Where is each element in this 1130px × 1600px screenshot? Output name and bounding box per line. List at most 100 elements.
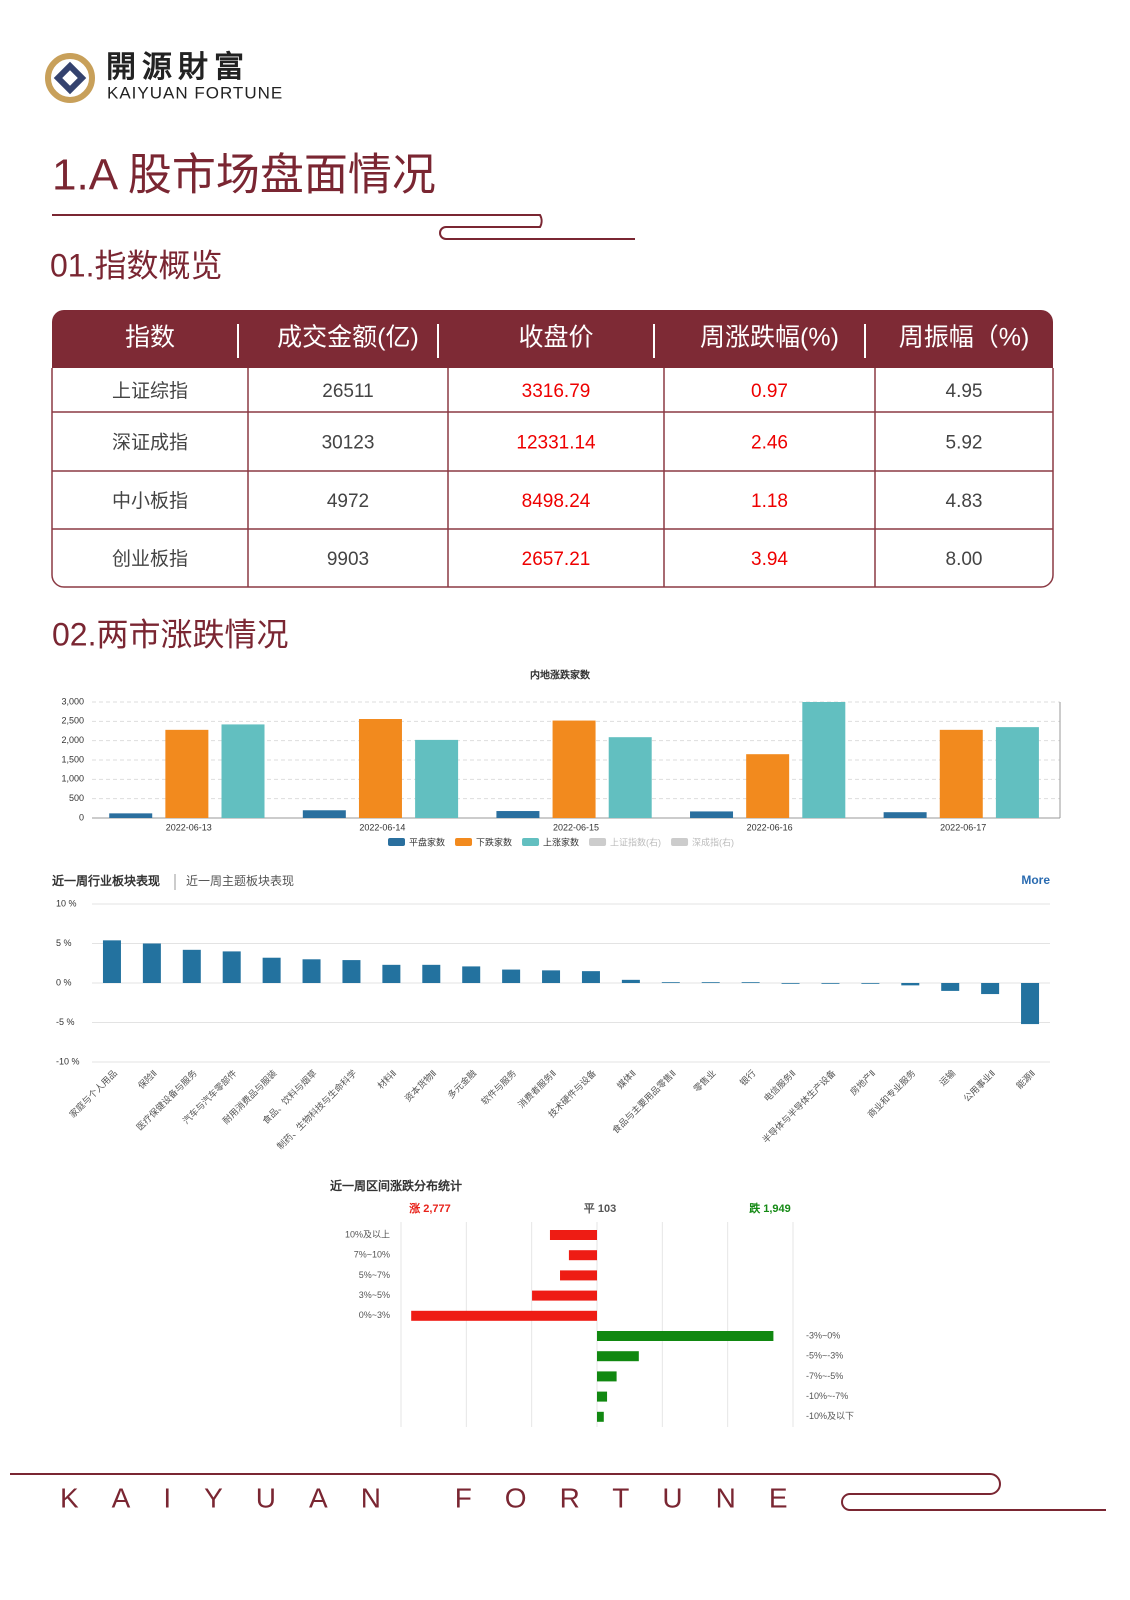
- table-border: [51, 368, 1054, 588]
- bar: [165, 729, 209, 818]
- chart-title: 近一周区间涨跌分布统计: [330, 1178, 462, 1193]
- x-tick-label: 房地产Ⅱ: [847, 1067, 877, 1097]
- bar: [597, 1411, 604, 1422]
- x-tick-label: 保险Ⅱ: [135, 1067, 159, 1091]
- bar: [102, 940, 121, 983]
- bar: [496, 811, 540, 818]
- table-cell: 深证成指: [112, 432, 188, 454]
- x-tick-label: 2022-06-17: [940, 822, 986, 832]
- x-tick-label: 家庭与个人用品: [67, 1067, 119, 1119]
- bar: [109, 813, 153, 818]
- bar: [597, 1331, 774, 1341]
- y-tick-label: 0 %: [56, 977, 72, 987]
- y-tick-label: -5 %: [56, 1017, 75, 1027]
- y-tick-label: 2,000: [61, 735, 84, 745]
- table-header-bg: [52, 310, 1053, 368]
- logo-ring: [45, 53, 95, 103]
- bar: [861, 983, 880, 984]
- table-cell: 0.97: [751, 381, 788, 402]
- bar: [608, 737, 652, 818]
- table-cell: 12331.14: [516, 433, 596, 454]
- category-label: -10%~-7%: [806, 1391, 848, 1401]
- summary: 平 103: [584, 1202, 616, 1215]
- bar: [883, 812, 927, 818]
- category-label: 3%~5%: [359, 1290, 390, 1300]
- legend-swatch: [671, 838, 689, 846]
- tab[interactable]: 近一周行业板块表现: [52, 873, 160, 888]
- bar: [568, 1250, 597, 1261]
- y-tick-label: 5 %: [56, 938, 72, 948]
- bar: [781, 983, 800, 984]
- table-cell: 8.00: [946, 549, 983, 570]
- y-tick-label: 1,000: [61, 774, 84, 784]
- y-tick-label: 1,500: [61, 754, 84, 764]
- table-cell: 3.94: [751, 549, 788, 570]
- bar: [690, 811, 734, 818]
- legend-label: 平盘家数: [409, 836, 445, 847]
- legend-label: 上证指数(右): [610, 836, 661, 847]
- x-tick-label: 消费者服务Ⅱ: [515, 1067, 558, 1110]
- y-tick-label: -10 %: [56, 1056, 80, 1066]
- bar: [302, 959, 321, 983]
- bar: [621, 979, 640, 983]
- x-tick-label: 制药、生物科技与生命科学: [274, 1067, 358, 1151]
- table-cell: 2.46: [751, 433, 788, 454]
- table-cell: 3316.79: [522, 381, 591, 402]
- y-tick-label: 0: [79, 812, 84, 822]
- bar: [981, 983, 1000, 995]
- logo-en: KAIYUAN FORTUNE: [107, 83, 283, 102]
- table-cell: 中小板指: [112, 490, 188, 512]
- bar: [802, 702, 846, 818]
- table-cell: 26511: [322, 381, 373, 402]
- subsection-title: 01.指数概览: [50, 247, 223, 283]
- bar: [142, 943, 161, 983]
- bar: [302, 810, 346, 818]
- table-header: 指数: [125, 324, 175, 352]
- bar: [821, 983, 840, 984]
- category-label: -7%~-5%: [806, 1371, 843, 1381]
- legend-swatch: [388, 838, 405, 846]
- table-cell: 创业板指: [112, 548, 188, 570]
- x-tick-label: 公用事业Ⅱ: [961, 1067, 997, 1103]
- table-header: 成交金额(亿): [277, 324, 419, 352]
- x-tick-label: 食品与主要用品零售Ⅱ: [610, 1067, 678, 1135]
- table-cell: 1.18: [751, 491, 788, 512]
- bar: [358, 719, 402, 818]
- table-header: 周涨跌幅(%): [700, 324, 839, 352]
- summary: 涨 2,777: [409, 1201, 451, 1215]
- y-tick-label: 10 %: [56, 898, 77, 908]
- more-link[interactable]: More: [1021, 873, 1050, 887]
- x-tick-label: 材料Ⅱ: [375, 1067, 399, 1091]
- bar: [560, 1270, 597, 1281]
- footer-line: [10, 1473, 1106, 1511]
- bar: [342, 960, 361, 983]
- legend-label: 上涨家数: [543, 836, 579, 847]
- x-tick-label: 2022-06-13: [166, 822, 212, 832]
- bar: [552, 720, 596, 818]
- table-cell: 4.95: [946, 381, 983, 402]
- logo-mark: [53, 61, 87, 95]
- table-cell: 30123: [322, 433, 375, 454]
- bar: [701, 982, 720, 983]
- x-tick-label: 运输: [937, 1067, 958, 1088]
- bar: [502, 969, 521, 983]
- x-tick-label: 银行: [737, 1067, 758, 1088]
- table-cell: 9903: [327, 549, 369, 570]
- x-tick-label: 2022-06-15: [553, 822, 599, 832]
- x-tick-label: 软件与服务: [479, 1067, 519, 1107]
- tab[interactable]: 近一周主题板块表现: [186, 874, 294, 888]
- y-tick-label: 3,000: [61, 696, 84, 706]
- bar: [549, 1230, 597, 1240]
- bar: [411, 1310, 597, 1321]
- title-underline: [52, 214, 635, 240]
- bar: [741, 982, 760, 983]
- category-label: 7%~10%: [354, 1250, 390, 1260]
- table-cell: 4.83: [946, 491, 983, 512]
- bar: [182, 949, 201, 983]
- table-header: 收盘价: [518, 324, 593, 352]
- legend-swatch: [522, 838, 540, 846]
- bar: [746, 754, 790, 818]
- table-cell: 5.92: [946, 433, 983, 454]
- bar: [221, 724, 265, 818]
- table-cell: 8498.24: [522, 491, 591, 512]
